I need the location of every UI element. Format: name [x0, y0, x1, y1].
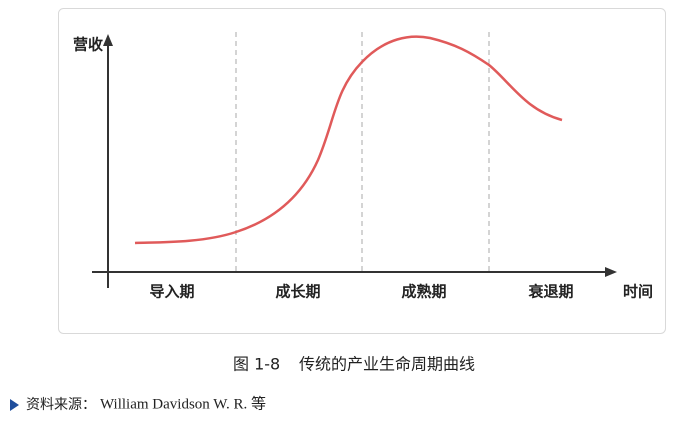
y-arrow [103, 34, 113, 46]
stage-label: 成长期 [275, 283, 320, 301]
stage-label: 导入期 [149, 283, 194, 301]
stage-label: 衰退期 [527, 283, 573, 301]
stage-label: 成熟期 [401, 283, 446, 301]
source-label: 资料来源： [26, 397, 96, 413]
y-axis-label: 营收 [73, 36, 103, 54]
x-axis-label: 时间 [623, 283, 653, 301]
bullet [10, 399, 19, 411]
lifecycle-curve [134, 35, 563, 245]
caption-number: 图 1-8 [233, 355, 280, 374]
caption-title: 传统的产业生命周期曲线 [299, 355, 475, 374]
x-arrow [605, 267, 617, 277]
source-text: William Davidson W. R. 等 [100, 394, 266, 412]
